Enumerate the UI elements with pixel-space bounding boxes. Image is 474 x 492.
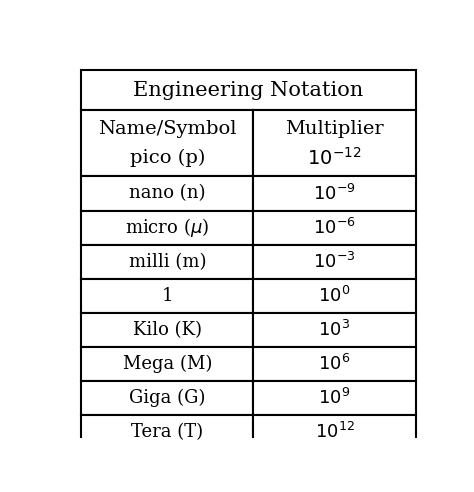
Text: $10^{12}$: $10^{12}$ (315, 422, 355, 442)
Bar (254, 177, 416, 211)
Bar (82, 70, 416, 110)
Text: milli (m): milli (m) (128, 253, 206, 271)
Text: micro ($\mu$): micro ($\mu$) (125, 216, 210, 239)
Text: $10^{-9}$: $10^{-9}$ (313, 184, 356, 204)
Text: nano (n): nano (n) (129, 184, 206, 203)
Bar (254, 110, 416, 177)
Bar (82, 177, 254, 211)
Bar (254, 245, 416, 279)
Text: $10^{9}$: $10^{9}$ (319, 388, 351, 408)
Text: $10^{-3}$: $10^{-3}$ (313, 252, 356, 272)
Bar (82, 415, 254, 449)
Bar (254, 415, 416, 449)
Bar (254, 279, 416, 313)
Text: pico (p): pico (p) (130, 149, 205, 167)
Bar (82, 279, 254, 313)
Bar (254, 347, 416, 381)
Text: $10^{-12}$: $10^{-12}$ (307, 147, 362, 169)
Bar (82, 381, 254, 415)
Text: Mega (M): Mega (M) (123, 355, 212, 373)
Bar (254, 313, 416, 347)
Bar (254, 381, 416, 415)
Text: Kilo (K): Kilo (K) (133, 321, 202, 339)
Text: Tera (T): Tera (T) (131, 423, 203, 441)
Text: Engineering Notation: Engineering Notation (133, 81, 364, 100)
Bar (82, 347, 254, 381)
Text: Giga (G): Giga (G) (129, 389, 206, 407)
Bar (254, 211, 416, 245)
Bar (82, 211, 254, 245)
Text: $10^{6}$: $10^{6}$ (319, 354, 351, 374)
Text: Multiplier: Multiplier (285, 120, 384, 138)
Text: $10^{-6}$: $10^{-6}$ (313, 217, 356, 238)
Text: 1: 1 (162, 287, 173, 305)
Text: $10^{0}$: $10^{0}$ (319, 286, 351, 306)
Bar (82, 245, 254, 279)
Bar (82, 313, 254, 347)
Text: Name/Symbol: Name/Symbol (98, 120, 237, 138)
Text: $10^{3}$: $10^{3}$ (319, 320, 351, 340)
Bar (82, 110, 254, 177)
